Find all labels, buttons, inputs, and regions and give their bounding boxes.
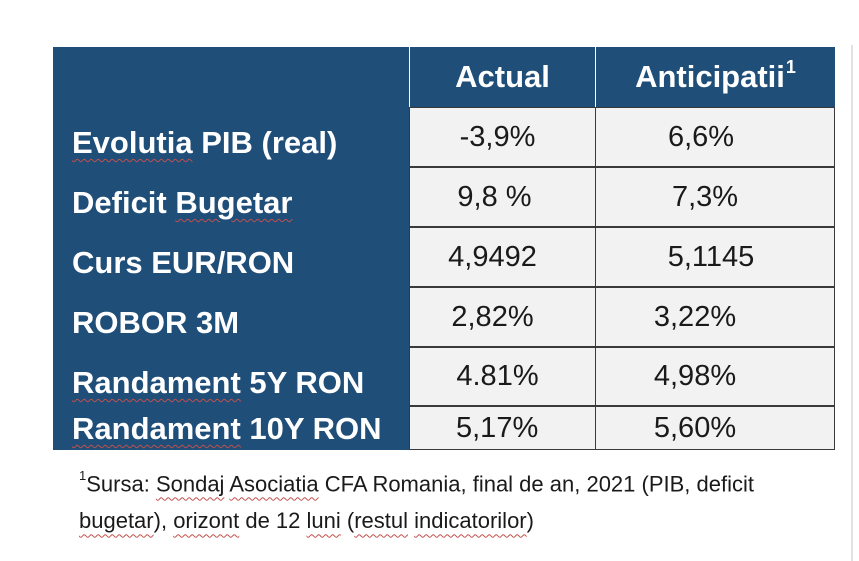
row-label-curs: Curs EUR/RON — [72, 245, 295, 280]
spellcheck-word: Randament — [72, 365, 241, 400]
cell-actual-randament-5y: 4.81% — [409, 347, 596, 406]
row-label-deficit: Deficit Bugetar — [72, 185, 293, 220]
spellcheck-word: bugetar — [79, 508, 154, 534]
cell-actual-deficit: 9,8 % — [409, 167, 596, 227]
spellcheck-word: Randament — [72, 411, 241, 446]
cell-anticipatii-deficit: 7,3% — [595, 167, 835, 227]
footnote: 1Sursa: Sondaj Asociatia CFA Romania, fi… — [79, 460, 839, 539]
cell-anticipatii-randament-5y: 4,98% — [595, 347, 835, 406]
column-header-actual: Actual — [409, 47, 595, 107]
footnote-line-1: 1Sursa: Sondaj Asociatia CFA Romania, fi… — [79, 468, 754, 497]
cell-actual-pib: -3,9% — [409, 107, 596, 167]
column-header-anticipatii-text: Anticipatii — [635, 59, 785, 94]
row-label-randament-5y: Randament 5Y RON — [72, 365, 365, 400]
cell-actual-randament-10y: 5,17% — [409, 406, 596, 450]
footnote-marker: 1 — [785, 56, 796, 77]
row-label-pib: Evolutia PIB (real) — [72, 125, 338, 160]
spellcheck-word: orizont — [173, 508, 240, 534]
footnote-line-2: bugetar), orizont de 12 luni (restul ind… — [79, 508, 534, 534]
spellcheck-word: Evolutia — [72, 125, 193, 160]
spellcheck-word: restul — [354, 508, 409, 534]
row-labels-panel — [53, 47, 409, 450]
footnote-number: 1 — [79, 468, 87, 483]
spellcheck-word: indicatorilor — [414, 508, 527, 534]
spellcheck-word: luni — [306, 508, 341, 534]
cell-anticipatii-robor: 3,22% — [595, 287, 835, 347]
cell-actual-robor: 2,82% — [409, 287, 596, 347]
page-edge-line — [851, 45, 853, 561]
row-label-randament-10y: Randament 10Y RON — [72, 411, 382, 446]
cell-actual-curs: 4,9492 — [409, 227, 596, 287]
spellcheck-word: Asociatia — [229, 471, 319, 497]
column-header-anticipatii: Anticipatii 1 — [595, 47, 835, 107]
spellcheck-word: Sondaj — [155, 471, 225, 497]
cell-anticipatii-curs: 5,1145 — [595, 227, 835, 287]
spellcheck-word: Bugetar — [175, 185, 293, 220]
indicators-table: Actual Anticipatii 1 Evolutia PIB (real) … — [53, 47, 835, 450]
row-label-robor: ROBOR 3M — [72, 305, 240, 340]
cell-anticipatii-randament-10y: 5,60% — [595, 406, 835, 450]
cell-anticipatii-pib: 6,6% — [595, 107, 835, 167]
